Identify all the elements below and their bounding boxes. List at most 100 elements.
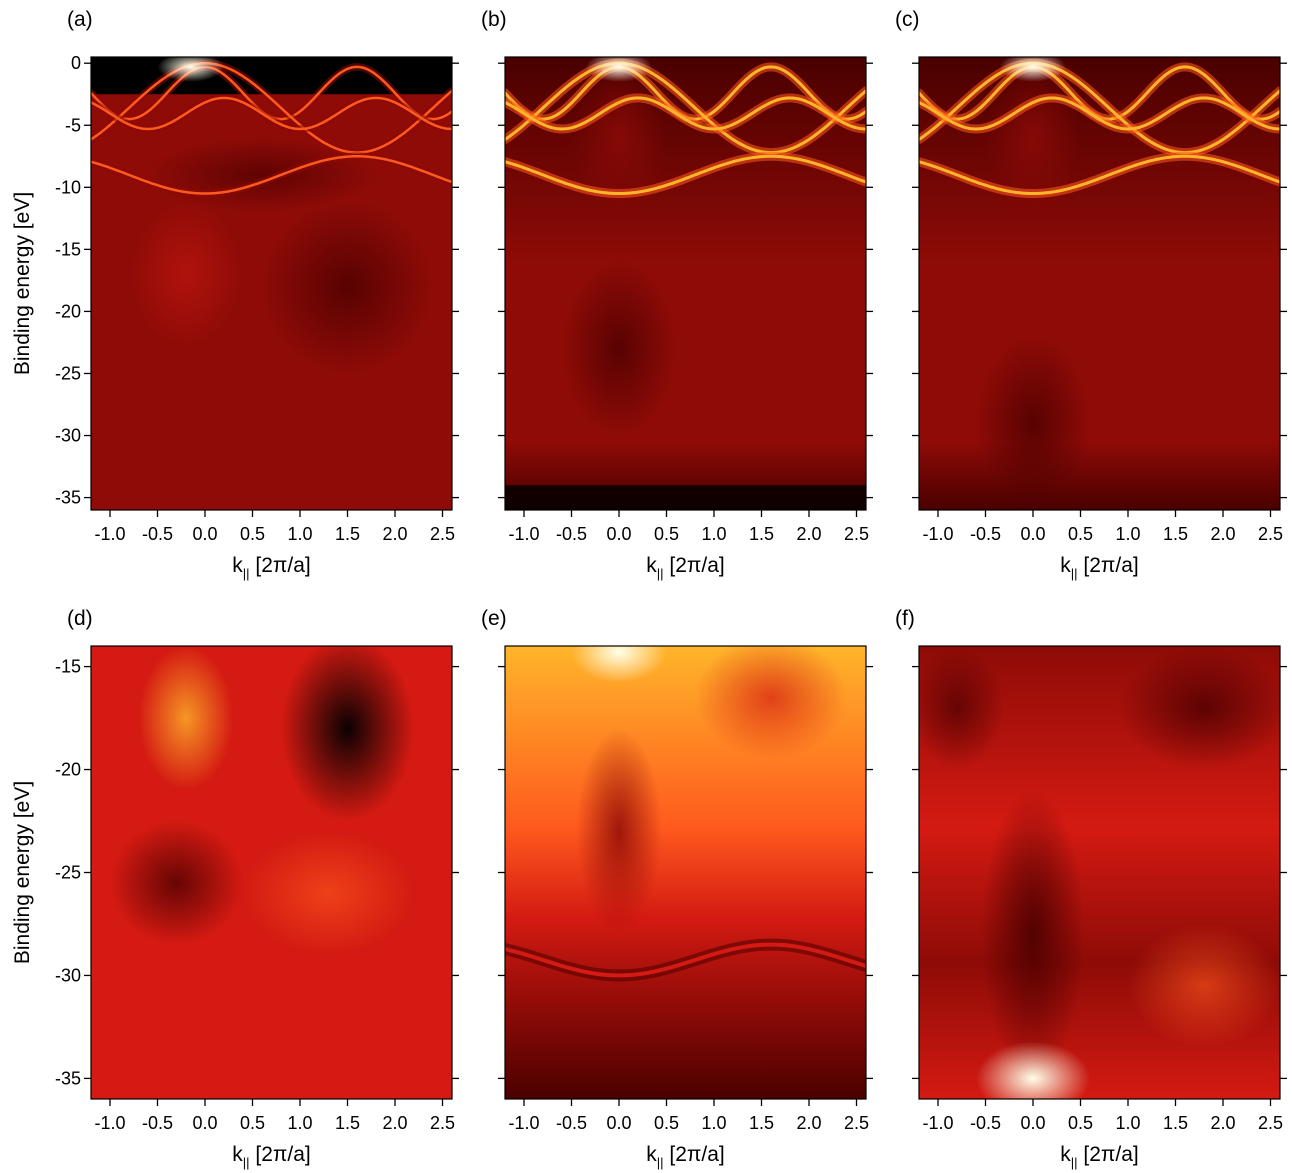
x-tick-label: 0.0 [192,524,217,544]
heatmap-area [505,57,866,510]
panel-label: (a) [67,8,93,31]
y-tick-label: -5 [65,115,81,135]
x-axis-label: k|| [2π/a] [232,554,310,581]
x-tick-label: 0.0 [606,524,631,544]
band-b1 [505,61,866,155]
feature-top-bright [571,646,667,684]
x-tick-label: -0.5 [970,524,1001,544]
panel-e: -1.0 -0.5 0.0 0.5 1.0 1.5 2.0 2.5 k|| [2π/a] (e) [481,607,873,1170]
feature-bottom-bright [976,1041,1090,1099]
feature-vbm [585,57,653,82]
feature-bright-spot [129,199,243,349]
y-axis-label: Binding energy [eV] [11,192,34,375]
x-axis-label-main: k [646,554,657,577]
x-tick-label: 0.0 [1020,524,1045,544]
x-tick-label: 0.0 [606,1113,631,1133]
x-tick-label: 0.5 [1068,1113,1093,1133]
y-tick-label: -25 [55,363,81,383]
x-tick-label: 0.5 [1068,524,1093,544]
feature-dark-lower [91,323,253,424]
x-axis-label-unit: [2π/a] [250,1143,311,1166]
x-tick-label: -1.0 [94,524,125,544]
band-lower [505,942,866,978]
x-tick-label: 1.0 [1115,524,1140,544]
band-b1 [91,61,452,154]
x-tick-label: -1.0 [94,1113,125,1133]
x-axis-label-unit: [2π/a] [250,554,311,577]
band-b2 [91,155,452,195]
x-tick-label: 0.5 [654,524,679,544]
x-tick-label: 1.5 [1163,1113,1188,1133]
x-axis-label: k|| [2π/a] [1060,554,1138,581]
band-b1 [919,61,1280,155]
x-axis-label: k|| [2π/a] [1060,1143,1138,1170]
feature-dark-pocket [976,336,1090,510]
x-tick-label: 0.5 [654,1113,679,1133]
x-axis-label-main: k [1060,554,1071,577]
heatmap-area [91,646,452,1099]
x-tick-label: 2.0 [1210,524,1235,544]
x-axis-label-unit: [2π/a] [664,554,725,577]
panel-label: (c) [895,8,920,31]
x-tick-label: 1.0 [701,524,726,544]
y-tick-label: -15 [55,657,81,677]
x-tick-label: 2.0 [796,1113,821,1133]
y-tick-label: -20 [55,760,81,780]
x-axis-label-subscript: || [1071,1155,1078,1170]
x-tick-label: 0.5 [240,524,265,544]
panel-label: (b) [481,8,507,31]
x-tick-label: 2.0 [1210,1113,1235,1133]
panel-label: (d) [67,607,93,630]
heatmap-area [919,646,1280,1099]
band-b2 [505,154,866,195]
x-tick-label: 2.0 [382,1113,407,1133]
x-tick-label: 2.5 [1258,1113,1283,1133]
x-tick-label: 2.5 [844,1113,869,1133]
x-axis-label: k|| [2π/a] [232,1143,310,1170]
feature-central-red [576,728,662,935]
x-tick-label: 2.5 [844,524,869,544]
x-axis-label-main: k [232,554,243,577]
x-axis-label-main: k [232,1143,243,1166]
bottom-dark-band [505,485,866,510]
band-b3 [919,96,1280,131]
x-tick-label: -0.5 [556,1113,587,1133]
x-tick-label: 1.5 [749,524,774,544]
y-tick-label: -25 [55,863,81,883]
x-axis-label-main: k [1060,1143,1071,1166]
x-axis-label-unit: [2π/a] [664,1143,725,1166]
feature-dark-lower [110,821,243,945]
feature-dark-spot [262,199,433,374]
heatmap-area [505,646,866,1099]
y-tick-label: -35 [55,1068,81,1088]
y-tick-label: -30 [55,426,81,446]
x-tick-label: 2.5 [430,1113,455,1133]
x-tick-label: 2.5 [430,524,455,544]
panel-a: 0 -5 -10 -15 -20 -25 -30 -35 -1.0 -0.5 0.0 0.5 1.0 1.… [11,8,459,581]
x-tick-label: 0.0 [1020,1113,1045,1133]
heatmap-area [919,57,1280,510]
x-axis-label-subscript: || [1071,566,1078,581]
feature-dark-pocket [562,261,676,436]
x-axis-label-unit: [2π/a] [1078,554,1139,577]
y-tick-label: -20 [55,301,81,321]
x-tick-label: 0.0 [192,1113,217,1133]
x-tick-label: 2.0 [796,524,821,544]
x-tick-label: 1.5 [1163,524,1188,544]
x-tick-label: 1.5 [335,1113,360,1133]
feature-upper-right-red [695,646,847,760]
x-tick-label: 1.5 [335,524,360,544]
feature-bright-lower [243,831,414,955]
x-axis-label-subscript: || [657,1155,664,1170]
x-tick-label: 1.0 [701,1113,726,1133]
plot-frame [90,56,453,511]
band-b3 [91,96,452,131]
x-axis-label-subscript: || [657,566,664,581]
band-b3 [505,96,866,131]
feature-vbm [999,57,1067,82]
plot-frame [918,56,1281,511]
x-tick-label: 2.5 [1258,524,1283,544]
x-axis-label: k|| [2π/a] [646,1143,724,1170]
x-axis-label-unit: [2π/a] [1078,1143,1139,1166]
panel-label: (e) [481,607,507,630]
